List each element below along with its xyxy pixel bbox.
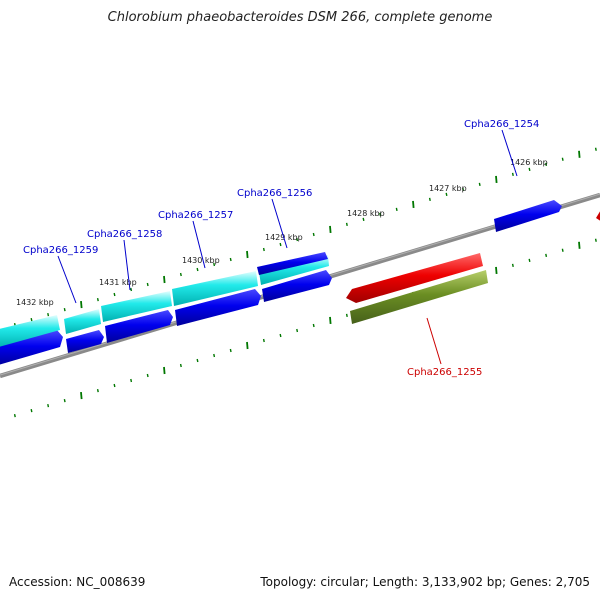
scale-tick	[362, 217, 365, 222]
scale-tick	[63, 307, 66, 312]
scale-tick	[262, 338, 265, 343]
genome-summary: Topology: circular; Length: 3,133,902 bp…	[260, 575, 590, 589]
cds-forward-track	[0, 200, 600, 366]
label-leaders	[57, 129, 518, 365]
scale-tick	[179, 363, 182, 368]
cds-arrow-forward[interactable]	[262, 270, 332, 302]
scale-tick	[329, 225, 332, 233]
reverse-strand-features	[346, 253, 488, 324]
scale-tick	[528, 167, 531, 172]
accession-label: Accession: NC_008639	[9, 575, 146, 589]
scale-tick	[312, 323, 315, 328]
gene-arrow-forward[interactable]	[257, 252, 328, 275]
scale-tick	[412, 200, 415, 208]
scale-tick	[495, 266, 498, 274]
scale-tick	[196, 267, 199, 272]
scale-tick	[395, 207, 398, 212]
gene-arrow-forward[interactable]	[64, 309, 101, 334]
scale-tick	[296, 237, 299, 242]
scale-label: 1431 kbp	[99, 278, 137, 287]
scale-tick	[130, 378, 133, 383]
gene-label[interactable]: Cpha266_1255	[407, 367, 482, 378]
scale-tick	[30, 408, 33, 413]
scale-tick	[213, 262, 216, 267]
gene-label[interactable]: Cpha266_1257	[158, 210, 233, 221]
scale-tick	[545, 162, 548, 167]
scale-ticks-outer	[13, 147, 597, 327]
scale-tick	[47, 403, 50, 408]
cds-arrow-forward[interactable]	[494, 200, 562, 232]
scale-tick	[96, 297, 99, 302]
gene-arrow-forward[interactable]	[0, 315, 60, 348]
scale-tick	[246, 341, 249, 350]
scale-tick	[511, 172, 514, 177]
scale-tick	[246, 250, 249, 259]
gene-label[interactable]: Cpha266_1258	[87, 229, 162, 240]
gene-label[interactable]: Cpha266_1259	[23, 245, 98, 256]
cds-arrow-forward[interactable]	[105, 310, 173, 343]
scale-tick	[578, 150, 581, 158]
scale-tick	[229, 257, 232, 262]
scale-tick	[561, 157, 564, 161]
scale-tick	[345, 313, 348, 318]
scale-tick	[196, 358, 199, 363]
gene-label[interactable]: Cpha266_1256	[237, 188, 312, 199]
scale-label: 1430 kbp	[182, 256, 220, 265]
cds-arrow-forward[interactable]	[175, 289, 261, 326]
scale-tick	[47, 312, 50, 317]
scale-tick	[179, 272, 182, 277]
scale-tick	[213, 353, 216, 358]
cds-arrow-forward[interactable]	[66, 330, 104, 353]
scale-tick	[279, 333, 282, 338]
scale-tick	[594, 147, 597, 151]
scale-tick	[163, 366, 166, 375]
scale-tick	[80, 392, 83, 400]
scale-tick	[528, 258, 531, 263]
scale-tick	[594, 238, 597, 242]
scale-tick	[63, 398, 66, 403]
gene-forward-track	[0, 252, 329, 348]
cds-arrow-forward[interactable]	[596, 208, 600, 222]
scale-tick	[428, 197, 431, 202]
gene-arrow-reverse[interactable]	[346, 253, 483, 303]
gene-arrow-forward[interactable]	[101, 291, 172, 322]
scale-label: 1432 kbp	[16, 298, 54, 307]
scale-tick	[445, 192, 448, 197]
gene-label[interactable]: Cpha266_1254	[464, 119, 539, 130]
scale-tick	[262, 247, 265, 252]
scale-tick	[462, 187, 465, 192]
scale-tick	[80, 301, 83, 309]
scale-tick	[146, 373, 149, 378]
scale-tick	[229, 348, 232, 353]
scale-tick	[113, 383, 116, 388]
scale-tick	[296, 328, 299, 333]
scale-tick	[561, 248, 564, 252]
scale-tick	[345, 222, 348, 227]
scale-tick	[379, 212, 382, 217]
scale-tick	[146, 282, 149, 287]
cds-arrow-forward[interactable]	[0, 330, 63, 366]
scale-tick	[495, 175, 498, 183]
scale-tick	[329, 316, 332, 324]
scale-tick	[30, 317, 33, 322]
scale-label: 1428 kbp	[347, 209, 385, 218]
scale-label: 1426 kbp	[510, 158, 548, 167]
map-title: Chlorobium phaeobacteroides DSM 266, com…	[107, 10, 493, 25]
scale-tick	[511, 263, 514, 268]
scale-tick	[113, 292, 116, 297]
scale-tick	[545, 253, 548, 258]
scale-label: 1427 kbp	[429, 184, 467, 193]
scale-tick	[163, 275, 166, 284]
scale-tick	[130, 287, 133, 292]
scale-tick	[96, 388, 99, 393]
scale-tick	[312, 232, 315, 237]
scale-tick	[13, 413, 16, 418]
scale-tick	[279, 242, 282, 247]
cds-arrow-reverse[interactable]	[350, 270, 488, 324]
scale-tick	[478, 182, 481, 187]
gene-arrow-forward[interactable]	[172, 271, 258, 306]
scale-tick	[578, 241, 581, 249]
